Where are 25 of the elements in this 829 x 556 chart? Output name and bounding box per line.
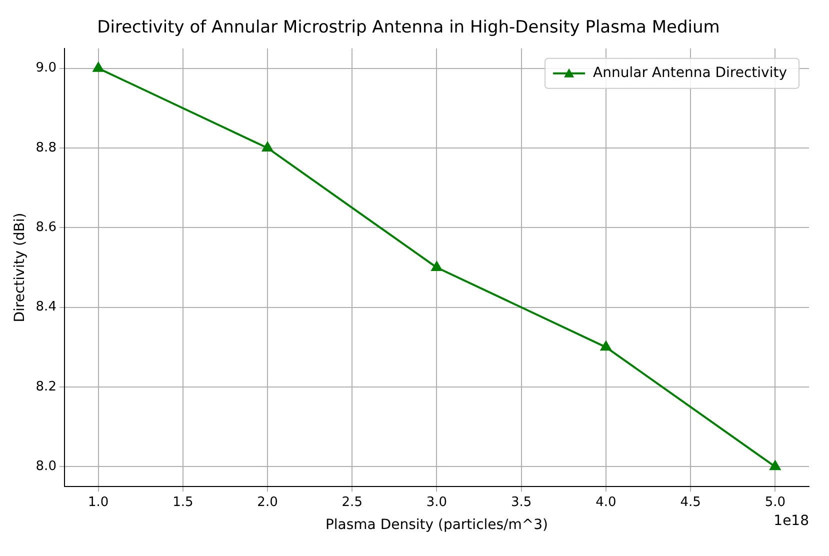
point — [600, 341, 612, 351]
x-axis-title: Plasma Density (particles/m^3) — [325, 517, 548, 534]
point — [431, 262, 442, 271]
x-tick-label: 1.0 — [88, 494, 109, 510]
point — [262, 142, 273, 152]
legend-label: Annular Antenna Directivity — [593, 65, 788, 82]
y-tick-label: 9.0 — [36, 60, 56, 76]
chart-title: Directivity of Annular Microstrip Antenna in High-Density Plasma Medium — [97, 18, 720, 38]
y-axis-title: Directivity (dBi) — [12, 212, 28, 322]
x-tick-label: 2.5 — [342, 494, 362, 510]
y-tick-label: 8.4 — [36, 300, 56, 315]
y-tick-label: 8.8 — [36, 140, 56, 156]
point — [92, 62, 104, 72]
x-tick-label: 4.5 — [680, 494, 701, 510]
x-tick-label: 3.0 — [426, 494, 448, 510]
x-tick-label: 3.5 — [511, 494, 532, 510]
y-tick-label: 8.6 — [36, 220, 56, 236]
x-tick-label: 2.0 — [257, 494, 278, 510]
text: 1e18 — [774, 513, 809, 530]
x-tick-label: 5.0 — [764, 494, 786, 510]
y-tick-label: 8.2 — [36, 379, 56, 394]
x-tick-label: 4.0 — [596, 494, 616, 510]
x-tick-label: 1.5 — [172, 494, 194, 510]
y-tick-label: 8.0 — [36, 459, 56, 474]
point — [770, 460, 780, 470]
